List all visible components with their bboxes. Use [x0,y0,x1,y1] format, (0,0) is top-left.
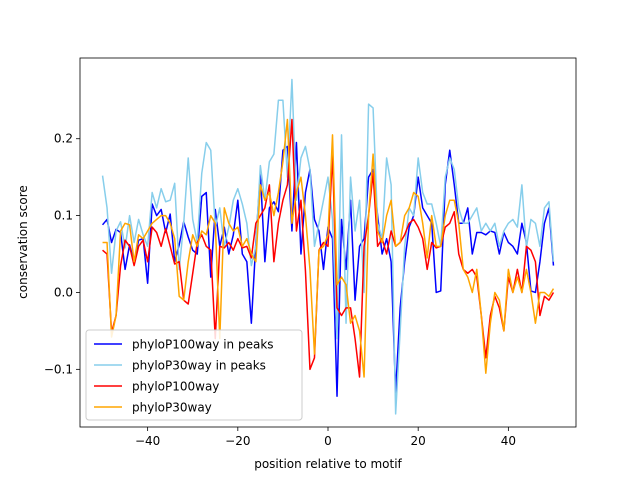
x-axis-title: position relative to motif [254,457,402,471]
x-tick-label: 40 [501,434,516,448]
x-tick-label: −40 [135,434,160,448]
legend-label-4: phyloP30way [132,401,212,415]
y-axis-ticks: −0.1 0.0 0.1 0.2 [44,132,80,376]
legend-label-1: phyloP100way in peaks [132,338,274,352]
series-line-2 [101,78,555,415]
y-tick-label: −0.1 [44,362,73,376]
legend-box [85,329,303,421]
y-tick-label: 0.1 [54,209,73,223]
legend: phyloP100way in peaks phyloP30way in peak… [85,329,303,421]
y-axis-title: conservation score [16,185,30,299]
x-tick-label: 0 [324,434,332,448]
series-line-4 [102,118,555,378]
plot-area [101,78,555,415]
y-tick-label: 0.2 [54,132,73,146]
y-tick-label: 0.0 [54,285,73,299]
legend-label-3: phyloP100way [132,380,219,394]
x-tick-label: −20 [225,434,250,448]
x-tick-label: 20 [411,434,426,448]
legend-label-2: phyloP30way in peaks [132,359,266,373]
x-axis-ticks: −40 −20 0 20 40 [135,427,516,448]
